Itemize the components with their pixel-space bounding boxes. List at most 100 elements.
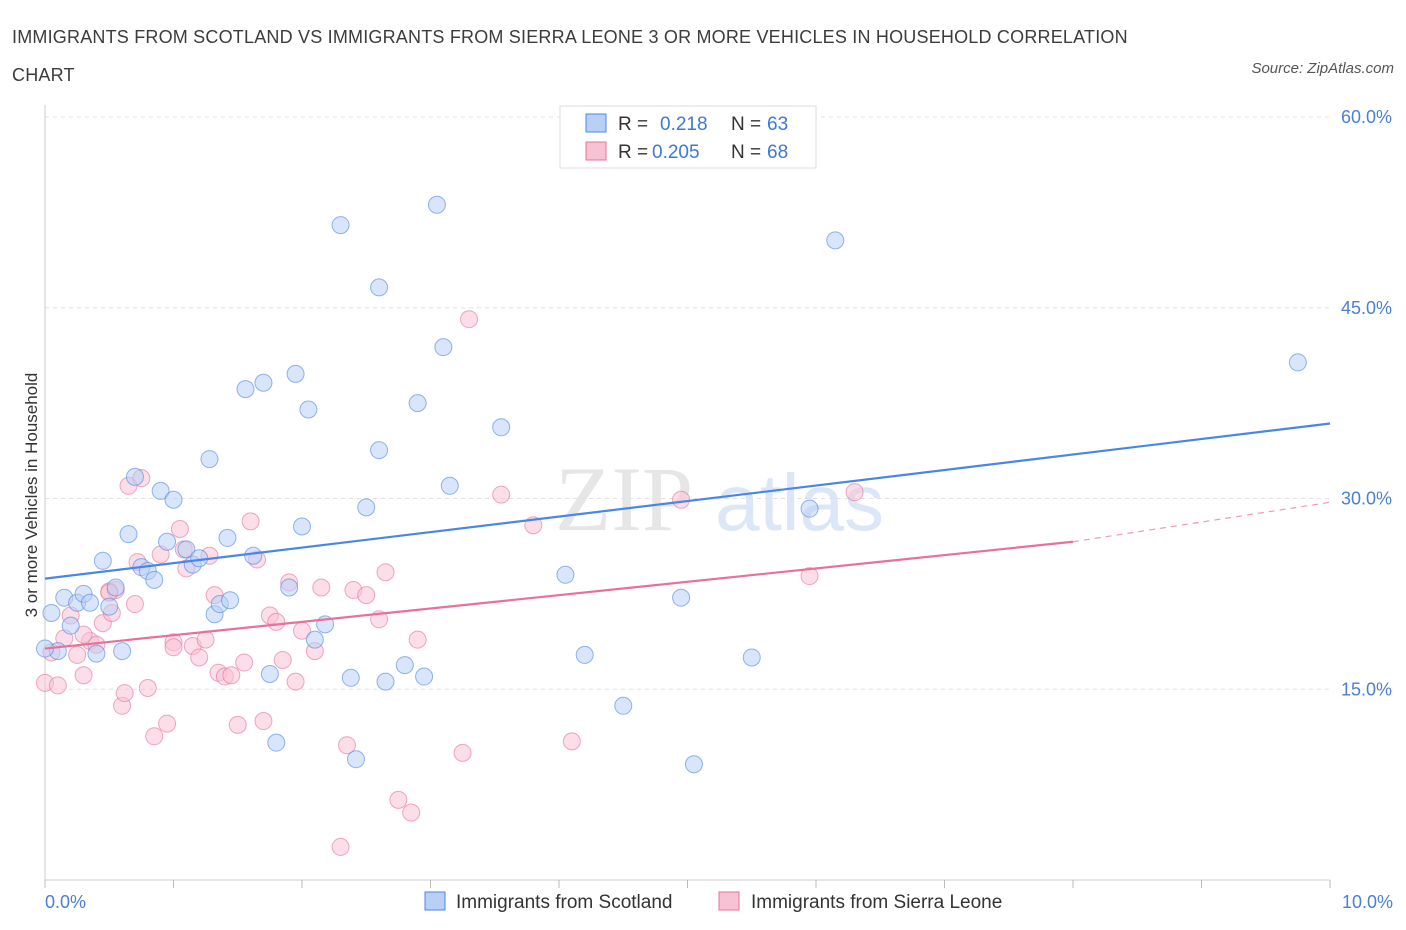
y-tick-label: 15.0% bbox=[1341, 679, 1392, 699]
data-point-sierra-leone bbox=[800, 567, 819, 586]
data-point-scotland bbox=[119, 525, 138, 544]
data-point-sierra-leone bbox=[125, 595, 144, 614]
data-point-scotland bbox=[370, 441, 389, 460]
data-point-scotland bbox=[341, 668, 360, 687]
data-point-sierra-leone bbox=[267, 612, 286, 631]
x-tick-label: 0.0% bbox=[45, 892, 86, 912]
data-point-sierra-leone bbox=[158, 714, 177, 733]
legend-n-label-2: N = bbox=[731, 142, 761, 163]
data-point-sierra-leone bbox=[241, 512, 260, 531]
data-point-sierra-leone bbox=[460, 310, 479, 329]
data-point-scotland bbox=[672, 588, 691, 607]
data-point-sierra-leone bbox=[145, 727, 164, 746]
trend-line-sierra-leone bbox=[44, 540, 1074, 650]
data-point-scotland bbox=[254, 373, 273, 392]
data-point-scotland bbox=[100, 597, 119, 616]
data-point-sierra-leone bbox=[408, 630, 427, 649]
data-point-scotland bbox=[346, 750, 365, 769]
data-point-sierra-leone bbox=[312, 578, 331, 597]
data-point-scotland bbox=[299, 400, 318, 419]
data-point-sierra-leone bbox=[190, 648, 209, 667]
data-point-scotland bbox=[106, 578, 125, 597]
trend-lines bbox=[44, 422, 1331, 650]
data-point-scotland bbox=[286, 364, 305, 383]
data-point-scotland bbox=[684, 755, 703, 774]
y-tick-label: 60.0% bbox=[1341, 107, 1392, 127]
data-point-scotland bbox=[267, 733, 286, 752]
data-point-scotland bbox=[357, 498, 376, 517]
data-point-scotland bbox=[434, 338, 453, 357]
data-point-scotland bbox=[1288, 353, 1307, 372]
data-point-sierra-leone bbox=[254, 712, 273, 731]
data-point-scotland bbox=[200, 450, 219, 469]
data-point-sierra-leone bbox=[170, 520, 189, 539]
trend-line-scotland bbox=[44, 422, 1331, 580]
data-point-scotland bbox=[61, 616, 80, 635]
y-axis-label: 3 or more Vehicles in Household bbox=[22, 373, 41, 618]
data-point-sierra-leone bbox=[235, 653, 254, 672]
data-point-scotland bbox=[221, 591, 240, 610]
y-tick-label: 30.0% bbox=[1341, 489, 1392, 509]
data-point-sierra-leone bbox=[562, 732, 581, 751]
data-point-sierra-leone bbox=[389, 790, 408, 809]
data-point-scotland bbox=[113, 642, 132, 661]
bottom-legend-swatch-scotland bbox=[424, 891, 446, 911]
data-point-sierra-leone bbox=[196, 630, 215, 649]
data-point-scotland bbox=[376, 672, 395, 691]
data-point-sierra-leone bbox=[357, 586, 376, 605]
data-point-scotland bbox=[158, 532, 177, 551]
data-point-scotland bbox=[614, 696, 633, 715]
data-point-scotland bbox=[151, 481, 170, 500]
data-point-sierra-leone bbox=[68, 645, 87, 664]
bottom-legend: Immigrants from Scotland Immigrants from… bbox=[424, 891, 1002, 913]
data-point-scotland bbox=[742, 648, 761, 667]
legend-box: R = 0.218 N = 63 R = 0.205 N = 68 bbox=[559, 105, 817, 169]
y-tick-label: 45.0% bbox=[1341, 298, 1392, 318]
data-point-sierra-leone bbox=[672, 490, 691, 509]
data-point-scotland bbox=[556, 565, 575, 584]
data-point-sierra-leone bbox=[845, 483, 864, 502]
x-tick-labels: 0.0% 10.0% bbox=[45, 892, 1393, 912]
data-point-scotland bbox=[440, 476, 459, 495]
bottom-legend-label-scotland: Immigrants from Scotland bbox=[456, 892, 672, 913]
data-point-sierra-leone bbox=[331, 837, 350, 856]
data-point-scotland bbox=[305, 630, 324, 649]
data-point-sierra-leone bbox=[273, 651, 292, 670]
watermark-atlas: atlas bbox=[715, 458, 884, 547]
data-point-sierra-leone bbox=[337, 736, 356, 755]
y-tick-labels: 15.0% 30.0% 45.0% 60.0% bbox=[1341, 107, 1392, 699]
data-point-scotland bbox=[293, 517, 311, 536]
data-point-scotland bbox=[125, 467, 144, 486]
bottom-legend-label-sierra-leone: Immigrants from Sierra Leone bbox=[751, 892, 1002, 913]
data-point-scotland bbox=[826, 231, 845, 250]
data-point-sierra-leone bbox=[402, 803, 421, 822]
legend-swatch-blue bbox=[585, 113, 607, 133]
data-point-scotland bbox=[395, 656, 414, 675]
legend-r-label-1: R = bbox=[618, 114, 648, 135]
data-point-sierra-leone bbox=[492, 485, 511, 504]
data-point-sierra-leone bbox=[453, 743, 472, 762]
data-point-scotland bbox=[42, 603, 61, 622]
series-scotland-points bbox=[36, 195, 1307, 774]
data-point-sierra-leone bbox=[164, 638, 183, 657]
legend-n-value-2: 68 bbox=[767, 142, 788, 163]
legend-n-value-1: 63 bbox=[767, 114, 788, 135]
data-point-scotland bbox=[80, 593, 99, 612]
legend-n-label-1: N = bbox=[731, 114, 761, 135]
legend-r-label-2: R = bbox=[618, 142, 648, 163]
bottom-legend-swatch-sierra-leone bbox=[718, 891, 740, 911]
data-point-scotland bbox=[236, 380, 255, 399]
data-point-scotland bbox=[575, 645, 594, 664]
trend-line-sierra-leone-extension bbox=[1072, 501, 1331, 543]
data-point-scotland bbox=[177, 540, 196, 559]
data-point-sierra-leone bbox=[138, 678, 157, 697]
legend-swatch-pink bbox=[585, 141, 607, 161]
data-point-scotland bbox=[427, 195, 446, 214]
legend-r-value-2: 0.205 bbox=[652, 142, 700, 163]
data-point-scotland bbox=[93, 551, 112, 570]
source-label: Source: ZipAtlas.com bbox=[1251, 60, 1394, 77]
legend-r-value-1: 0.218 bbox=[660, 114, 708, 135]
data-point-sierra-leone bbox=[222, 666, 241, 685]
data-point-scotland bbox=[492, 418, 511, 437]
